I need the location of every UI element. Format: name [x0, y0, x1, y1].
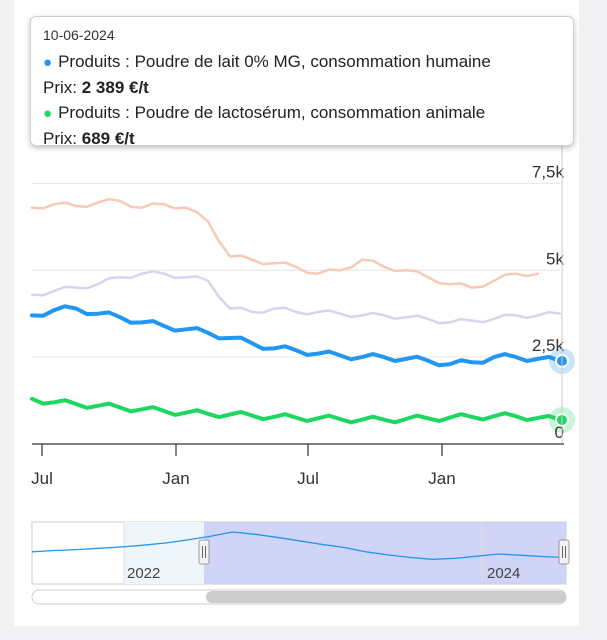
navigator-year-label: 2024 — [487, 565, 520, 582]
tooltip-series1-label: Produits : Poudre de lait 0% MG, consomm… — [58, 52, 491, 71]
series-layer — [30, 197, 575, 434]
series-line — [30, 304, 562, 368]
series-line — [30, 396, 562, 425]
y-tick-label: 2,5k — [532, 336, 565, 355]
navigator-series-line — [31, 531, 567, 560]
scrollbar-thumb[interactable] — [206, 591, 566, 603]
navigator-handle[interactable] — [558, 539, 570, 565]
navigator-selection — [204, 522, 566, 584]
navigator-handle[interactable] — [198, 539, 210, 565]
tooltip-series1-prefix: Prix: — [43, 78, 82, 97]
series2-dot-icon: ● — [43, 105, 53, 122]
navigator-year-label: 2022 — [127, 565, 160, 582]
tooltip: 10-06-2024 ● Produits : Poudre de lait 0%… — [30, 16, 574, 148]
series-line — [30, 270, 562, 325]
tooltip-series2-prefix: Prix: — [43, 129, 82, 148]
tooltip-series1-value-row: Prix: 2 389 €/t — [43, 75, 561, 100]
tooltip-series1-value: 2 389 €/t — [81, 78, 149, 97]
tooltip-series2-row: ● Produits : Poudre de lactosérum, consom… — [43, 100, 561, 126]
x-tick-label: Jan — [162, 469, 189, 488]
y-tick-label: 0 — [555, 423, 564, 442]
tooltip-series2-value-row: Prix: 689 €/t — [43, 126, 561, 151]
series-line — [30, 197, 540, 289]
tooltip-series2-label: Produits : Poudre de lactosérum, consomm… — [58, 103, 486, 122]
chart-svg: 0 2,5k 5k 7,5k Jul Jan Jul Jan 2022 2024 — [30, 120, 575, 605]
axis-layer: 0 2,5k 5k 7,5k Jul Jan Jul Jan — [31, 120, 564, 488]
tooltip-date: 10-06-2024 — [43, 27, 115, 43]
y-tick-label: 5k — [546, 249, 564, 268]
grid-layer — [32, 182, 560, 358]
navigator-shade — [124, 522, 204, 584]
tooltip-series2-value: 689 €/t — [81, 129, 135, 148]
series1-dot-icon: ● — [43, 54, 53, 71]
tooltip-series1-row: ● Produits : Poudre de lait 0% MG, consom… — [43, 49, 561, 75]
chart-card: 0 2,5k 5k 7,5k Jul Jan Jul Jan 2022 2024 10-06-2… — [14, 0, 579, 626]
x-tick-label: Jul — [297, 469, 319, 488]
x-tick-label: Jan — [428, 469, 455, 488]
x-tick-label: Jul — [31, 469, 53, 488]
navigator[interactable]: 2022 2024 — [31, 521, 570, 605]
y-tick-label: 7,5k — [532, 162, 565, 181]
